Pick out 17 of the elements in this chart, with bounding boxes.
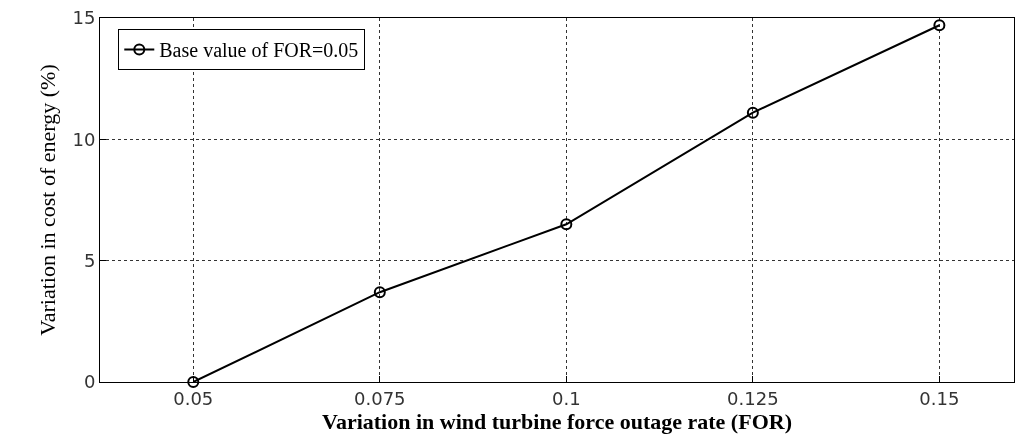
point xyxy=(746,106,759,119)
x-tick-label: 0.1 xyxy=(552,387,581,409)
x-tick-label: 0.075 xyxy=(354,387,406,409)
y-tick-label: 5 xyxy=(83,249,96,271)
y-tick-label: 0 xyxy=(83,371,96,393)
y-tick-label: 15 xyxy=(72,7,96,29)
x-tick-label: 0.125 xyxy=(727,387,779,409)
point xyxy=(560,218,573,231)
y-axis-title: Variation in cost of energy (%) xyxy=(35,64,61,336)
x-tick-label: 0.15 xyxy=(919,387,960,409)
y-tick-label: 10 xyxy=(72,128,96,150)
legend-label: Base value of FOR=0.05 xyxy=(159,39,359,62)
x-tick-label: 0.05 xyxy=(173,387,214,409)
point xyxy=(373,286,386,299)
x-axis-title: Variation in wind turbine force outage rate (FOR) xyxy=(322,408,792,434)
point xyxy=(187,376,200,388)
point xyxy=(933,19,946,32)
